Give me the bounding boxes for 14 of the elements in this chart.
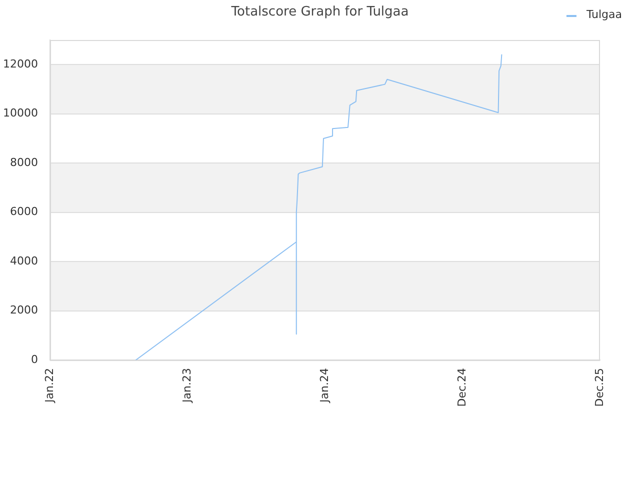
x-tick-label: Dec.25	[592, 368, 606, 407]
x-tick-label: Jan.22	[42, 368, 56, 404]
legend-label: Tulgaa	[585, 8, 622, 21]
y-tick-label: 6000	[10, 205, 38, 218]
x-tick-label: Jan.23	[180, 368, 194, 404]
x-tick-label: Dec.24	[455, 368, 468, 407]
chart-title: Totalscore Graph for Tulgaa	[230, 4, 409, 20]
x-tick-label: Jan.24	[318, 368, 331, 404]
y-tick-label: 12000	[3, 57, 38, 70]
y-tick-label: 4000	[10, 254, 38, 268]
y-tick-label: 0	[31, 352, 38, 366]
y-tick-label: 8000	[10, 156, 38, 169]
y-tick-label: 10000	[3, 106, 38, 120]
y-tick-label: 2000	[10, 304, 38, 317]
